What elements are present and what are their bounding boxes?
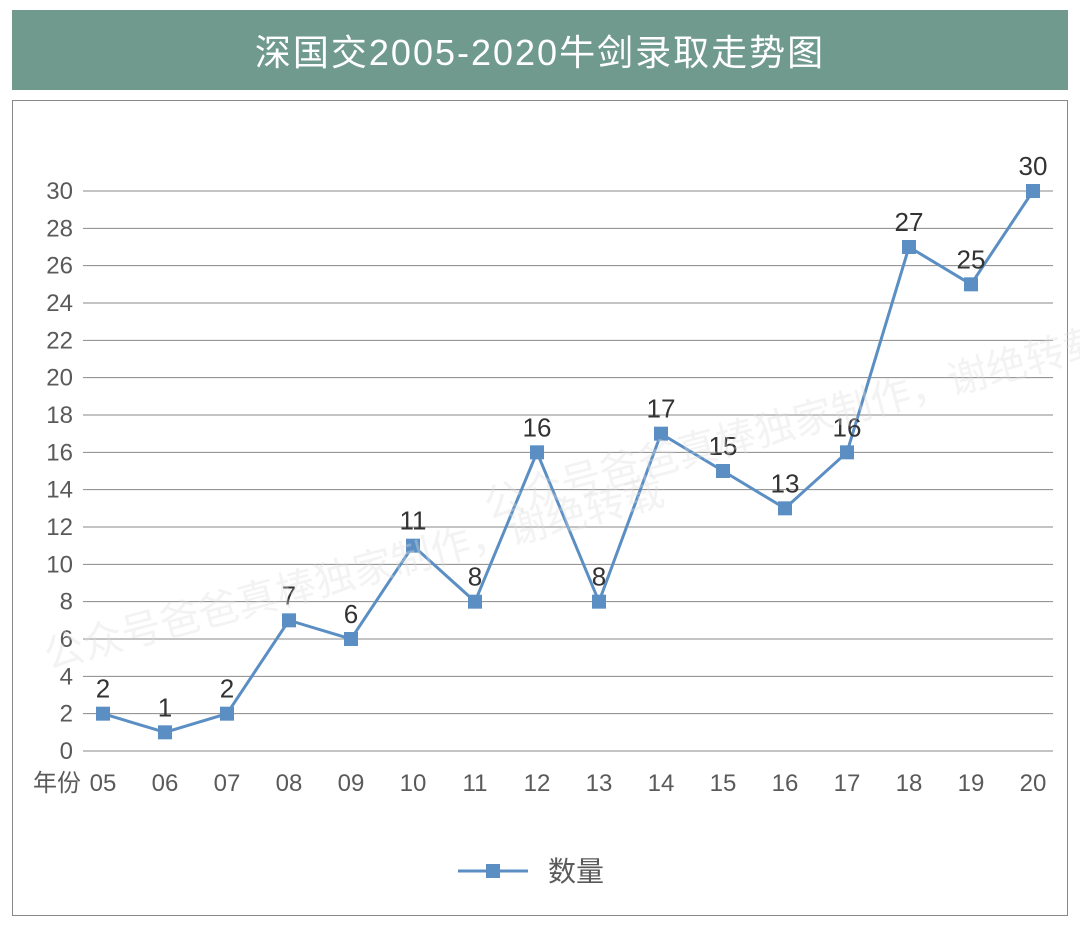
data-label: 16 <box>523 412 552 442</box>
y-tick-label: 26 <box>46 253 73 280</box>
x-axis-prefix: 年份 <box>33 770 81 797</box>
data-label: 30 <box>1019 151 1048 181</box>
y-tick-label: 8 <box>60 589 73 616</box>
line-chart-svg: 024681012141618202224262830年份05060708091… <box>13 101 1067 915</box>
y-tick-label: 20 <box>46 365 73 392</box>
data-label: 2 <box>220 674 234 704</box>
x-tick-label: 15 <box>710 770 737 797</box>
data-label: 11 <box>400 506 427 536</box>
y-tick-label: 22 <box>46 327 73 354</box>
x-tick-label: 09 <box>338 770 365 797</box>
data-label: 16 <box>833 412 862 442</box>
x-tick-label: 06 <box>152 770 179 797</box>
data-label: 7 <box>282 580 296 610</box>
data-label: 1 <box>158 692 172 722</box>
data-marker <box>344 632 358 646</box>
data-marker <box>964 277 978 291</box>
data-marker <box>406 539 420 553</box>
y-tick-label: 6 <box>60 626 73 653</box>
data-label: 8 <box>592 562 606 592</box>
x-tick-label: 16 <box>772 770 799 797</box>
x-tick-label: 13 <box>586 770 613 797</box>
data-label: 2 <box>96 674 110 704</box>
data-label: 25 <box>957 244 986 274</box>
data-marker <box>840 445 854 459</box>
legend-marker <box>486 864 500 878</box>
data-label: 17 <box>647 394 676 424</box>
data-marker <box>1026 184 1040 198</box>
x-tick-label: 11 <box>463 770 488 797</box>
data-label: 15 <box>709 431 738 461</box>
chart-title: 深国交2005-2020牛剑录取走势图 <box>255 24 825 76</box>
data-marker <box>158 725 172 739</box>
y-tick-label: 0 <box>60 738 73 765</box>
data-marker <box>220 707 234 721</box>
y-tick-label: 30 <box>46 178 73 205</box>
legend-label: 数量 <box>548 856 604 887</box>
y-tick-label: 14 <box>46 477 73 504</box>
y-tick-label: 24 <box>46 290 73 317</box>
data-marker <box>96 707 110 721</box>
x-tick-label: 08 <box>276 770 303 797</box>
data-label: 6 <box>344 599 358 629</box>
x-tick-label: 19 <box>958 770 985 797</box>
y-tick-label: 4 <box>60 663 73 690</box>
y-tick-label: 18 <box>46 402 73 429</box>
x-tick-label: 07 <box>214 770 241 797</box>
data-marker <box>902 240 916 254</box>
y-tick-label: 10 <box>46 551 73 578</box>
data-marker <box>778 501 792 515</box>
data-marker <box>654 427 668 441</box>
data-marker <box>282 613 296 627</box>
x-tick-label: 10 <box>400 770 427 797</box>
data-marker <box>530 445 544 459</box>
data-marker <box>468 595 482 609</box>
x-tick-label: 14 <box>648 770 675 797</box>
data-marker <box>592 595 606 609</box>
data-label: 13 <box>771 468 800 498</box>
chart-area: 公众号爸爸真棒独家制作，谢绝转载 公众号爸爸真棒独家制作，谢绝转载 024681… <box>12 100 1068 916</box>
y-tick-label: 28 <box>46 215 73 242</box>
x-tick-label: 05 <box>90 770 117 797</box>
data-marker <box>716 464 730 478</box>
data-label: 8 <box>468 562 482 592</box>
x-tick-label: 20 <box>1020 770 1047 797</box>
chart-title-bar: 深国交2005-2020牛剑录取走势图 <box>12 10 1068 90</box>
y-tick-label: 16 <box>46 439 73 466</box>
data-label: 27 <box>895 207 924 237</box>
y-tick-label: 12 <box>46 514 73 541</box>
series-line <box>103 191 1033 732</box>
x-tick-label: 17 <box>834 770 861 797</box>
x-tick-label: 18 <box>896 770 923 797</box>
x-tick-label: 12 <box>524 770 551 797</box>
y-tick-label: 2 <box>60 701 73 728</box>
